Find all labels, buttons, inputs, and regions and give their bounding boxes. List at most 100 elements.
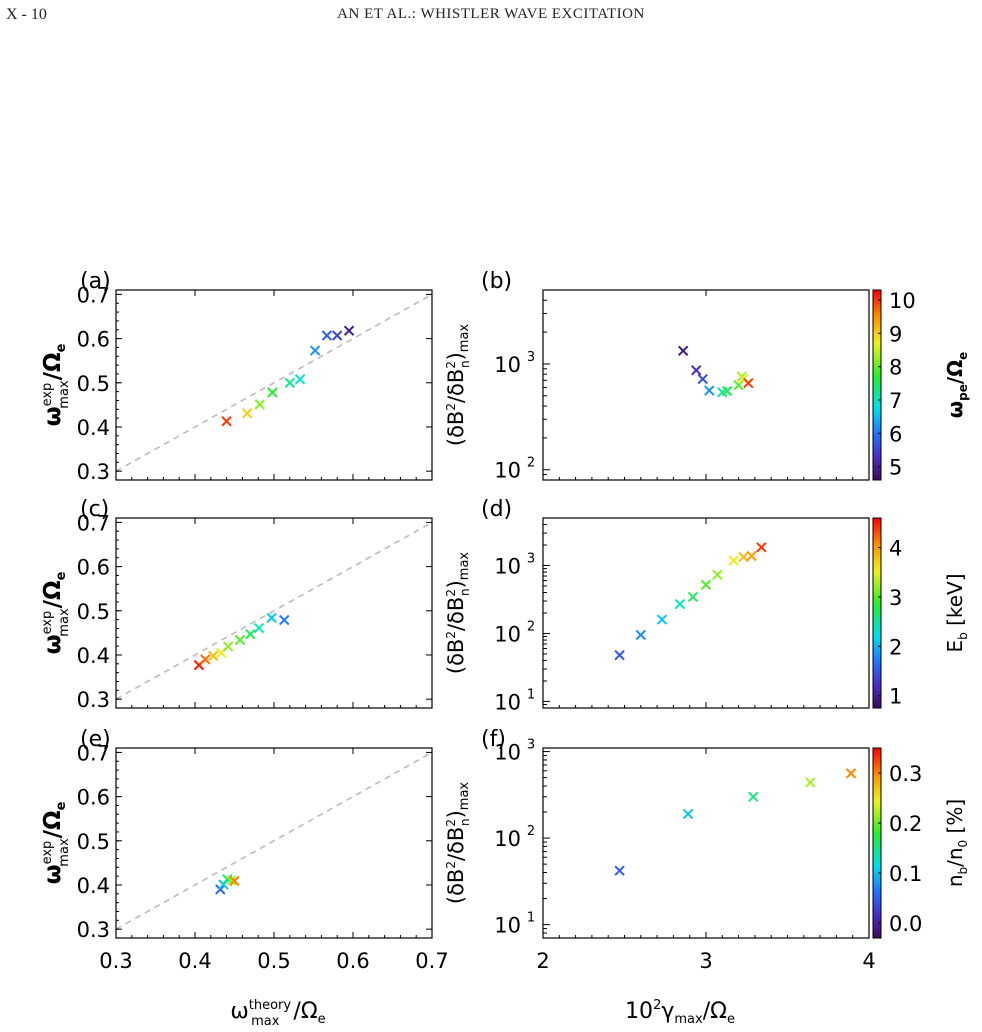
colorbar-label-bottom: nb/n0 [%] <box>943 799 970 887</box>
data-point <box>743 377 754 389</box>
svg-text:nb/n0 [%]: nb/n0 [%] <box>943 799 970 887</box>
data-point <box>700 579 712 591</box>
colorbar-tick-label: 9 <box>889 322 902 346</box>
data-point <box>687 591 699 603</box>
y-tick-label: 10 <box>494 555 521 579</box>
y-tick-label: 0.7 <box>77 511 110 535</box>
plot-frame <box>542 289 870 481</box>
data-point <box>614 865 625 876</box>
data-point <box>805 777 816 788</box>
plot-frame <box>115 517 433 709</box>
colorbar-tick-label: 0.2 <box>889 812 922 836</box>
colorbar-label-top: ωpe/Ωe <box>943 352 970 419</box>
panel-label: (b) <box>481 269 512 294</box>
colorbar-tick-label: 7 <box>889 389 902 413</box>
x-tick-label: 3 <box>699 949 712 973</box>
data-point <box>674 598 686 610</box>
y-tick-label: 10 <box>494 622 521 646</box>
colorbar-tick-label: 6 <box>889 422 902 446</box>
data-point <box>321 330 333 341</box>
colorbar-tick-label: 2 <box>889 635 902 659</box>
left-xlabel: ωtheory max/Ωe <box>230 998 325 1029</box>
data-point <box>226 875 237 886</box>
right-xlabel: 102γmax/Ωe <box>625 998 735 1027</box>
data-point <box>704 385 715 396</box>
y-tick-label: 10 <box>494 459 521 483</box>
y-tick-label: 10 <box>494 353 521 377</box>
x-tick-label: 0.7 <box>415 949 448 973</box>
data-point <box>229 875 240 887</box>
y-tick-label: 0.3 <box>77 918 110 942</box>
colorbar-label-middle: Eb [keV] <box>943 573 970 652</box>
data-point <box>267 387 278 398</box>
y-tick-label: 0.5 <box>77 372 110 396</box>
y-tick-label: 0.4 <box>77 874 110 898</box>
data-point <box>728 555 739 566</box>
colorbar-tick-label: 0.3 <box>889 762 922 786</box>
x-tick-label: 0.6 <box>336 949 369 973</box>
y-tick-exponent: 1 <box>527 911 535 926</box>
y-tick-label: 0.7 <box>77 741 110 765</box>
colorbar <box>872 517 882 709</box>
y-tick-label: 10 <box>494 914 521 938</box>
x-tick-label: 4 <box>862 949 875 973</box>
colorbar-tick-label: 8 <box>889 356 902 380</box>
data-point <box>245 629 256 640</box>
colorbar <box>872 289 882 481</box>
panel-a: (a) 0.3 0.4 0.5 0.6 0.7 <box>77 269 433 484</box>
y-tick-exponent: 2 <box>527 456 535 471</box>
y-tick-label: 0.3 <box>77 460 110 484</box>
y-tick-label: 10 <box>494 741 521 765</box>
data-point <box>222 641 234 652</box>
reference-line <box>116 293 432 472</box>
panel-label: (d) <box>481 497 512 522</box>
panel-e: (e) 0.3 0.4 0.5 0.6 0.7 0.3 0.4 0.5 0.6 0.7 <box>77 727 449 973</box>
data-point <box>284 377 296 388</box>
data-point <box>738 551 749 563</box>
colorbar-tick-label: 0.1 <box>889 862 922 886</box>
colorbar-tick-label: 1 <box>889 685 902 709</box>
data-point <box>234 634 246 646</box>
data-point <box>215 884 226 895</box>
y-tick-exponent: 3 <box>527 552 535 567</box>
plots: (a) 0.3 0.4 0.5 0.6 0.7 (b) 10 2 10 3 5 6 7 8 9 10 (c) 0.3… <box>77 269 923 973</box>
left-ylabel-middle: ωexp max/Ωe <box>40 571 72 654</box>
y-tick-label: 0.6 <box>77 328 110 352</box>
right-ylabel-bottom: (δB2/δB2n)max <box>444 782 472 905</box>
y-tick-label: 0.7 <box>77 283 110 307</box>
colorbar <box>872 747 882 939</box>
panel-d: (d) 10 1 10 2 10 3 1 2 3 4 <box>481 497 902 714</box>
svg-text:(δB2/δB2n)max: (δB2/δB2n)max <box>444 324 472 447</box>
x-tick-label: 0.4 <box>178 949 211 973</box>
data-point <box>677 345 689 357</box>
data-point <box>254 399 265 410</box>
x-tick-label: 0.5 <box>257 949 290 973</box>
svg-text:(δB2/δB2n)max: (δB2/δB2n)max <box>444 782 472 905</box>
panel-label: (e) <box>80 727 111 752</box>
panel-c: (c) 0.3 0.4 0.5 0.6 0.7 <box>77 497 433 712</box>
data-point <box>253 622 265 634</box>
data-point <box>721 385 733 397</box>
svg-text:(δB2/δB2n)max: (δB2/δB2n)max <box>444 552 472 675</box>
data-point <box>635 629 647 641</box>
y-tick-label: 0.3 <box>77 688 110 712</box>
plot-frame <box>115 747 433 939</box>
svg-text:Eb [keV]: Eb [keV] <box>943 573 970 652</box>
reference-line <box>116 521 432 700</box>
data-point <box>241 408 253 419</box>
colorbar-tick-label: 3 <box>889 586 902 610</box>
data-point <box>200 654 211 665</box>
y-tick-label: 0.6 <box>77 556 110 580</box>
colorbar-tick-label: 4 <box>889 537 902 561</box>
colorbar-tick-label: 10 <box>889 289 916 313</box>
data-point <box>748 791 759 803</box>
y-tick-label: 10 <box>494 827 521 851</box>
y-tick-label: 10 <box>494 690 521 714</box>
left-ylabel-top: ωexp max/Ωe <box>40 343 72 426</box>
data-point <box>207 650 219 662</box>
y-tick-exponent: 2 <box>527 619 535 634</box>
